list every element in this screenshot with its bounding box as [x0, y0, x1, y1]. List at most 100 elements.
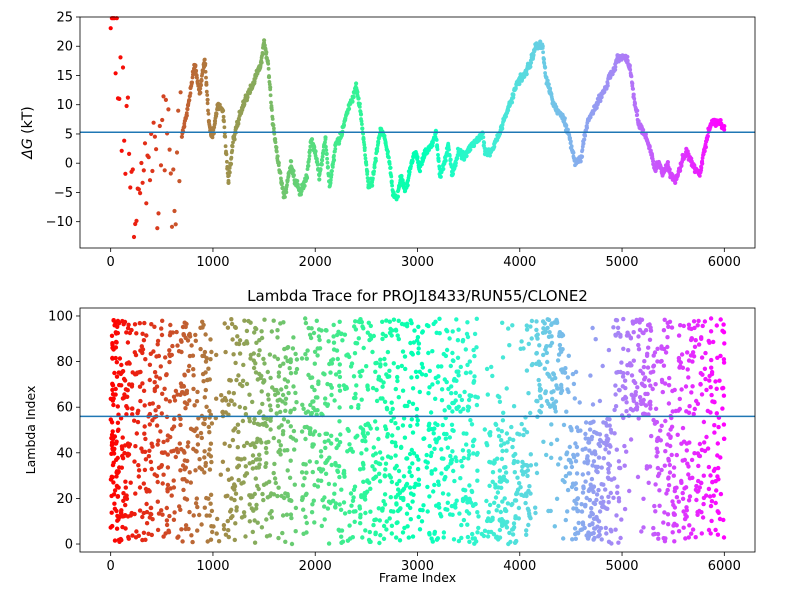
- lambda-point: [556, 462, 561, 467]
- lambda-point: [349, 503, 354, 508]
- lambda-point: [233, 426, 238, 431]
- lambda-point: [191, 367, 196, 372]
- lambda-point: [275, 403, 281, 409]
- lambda-point: [546, 334, 552, 339]
- lambda-point: [352, 519, 357, 524]
- lambda-point: [499, 456, 505, 462]
- lambda-point: [537, 408, 542, 414]
- lambda-point: [709, 518, 714, 524]
- lambda-point: [619, 517, 624, 522]
- lambda-point: [416, 350, 421, 356]
- lambda-point: [194, 496, 199, 501]
- lambda-point: [216, 539, 222, 544]
- lambda-point: [590, 521, 595, 526]
- lambda-point: [155, 527, 161, 533]
- lambda-point: [390, 406, 395, 412]
- delta-g-point: [365, 172, 370, 177]
- lambda-point: [436, 364, 441, 369]
- delta-g-point: [706, 134, 710, 139]
- lambda-point: [232, 537, 237, 543]
- lambda-point: [236, 429, 241, 435]
- lambda-point: [323, 460, 328, 466]
- lambda-point: [178, 416, 183, 422]
- lambda-point: [528, 324, 533, 329]
- lambda-point: [303, 320, 309, 326]
- lambda-point: [377, 518, 382, 523]
- lambda-point: [573, 369, 579, 375]
- lambda-point: [504, 431, 510, 436]
- lambda-point: [427, 368, 432, 374]
- lambda-point: [181, 333, 187, 338]
- delta-g-point: [540, 46, 545, 50]
- lambda-point: [557, 342, 563, 348]
- lambda-point: [648, 406, 653, 411]
- delta-g-point: [581, 141, 586, 146]
- lambda-point: [261, 356, 266, 362]
- lambda-point: [641, 525, 646, 530]
- lambda-point: [342, 471, 347, 476]
- delta-g-point: [580, 148, 585, 152]
- lambda-point: [521, 432, 526, 438]
- lambda-point: [243, 464, 248, 469]
- delta-g-point: [452, 166, 457, 171]
- lambda-point: [466, 449, 471, 454]
- lambda-point: [363, 528, 368, 533]
- lambda-point: [695, 489, 700, 494]
- lambda-point: [618, 334, 623, 339]
- lambda-point: [198, 325, 203, 330]
- lambda-point: [358, 521, 363, 526]
- lambda-point: [219, 393, 224, 398]
- lambda-point: [561, 536, 566, 541]
- lambda-point: [360, 535, 365, 540]
- lambda-point: [201, 353, 207, 358]
- lambda-point: [535, 336, 540, 341]
- lambda-point: [652, 350, 658, 355]
- lambda-point: [138, 398, 143, 404]
- lambda-point: [570, 371, 576, 377]
- lambda-point: [167, 333, 173, 338]
- lambda-point: [537, 343, 542, 348]
- lambda-point: [315, 484, 321, 489]
- lambda-point: [333, 460, 338, 466]
- delta-g-point: [142, 141, 148, 146]
- lambda-point: [526, 341, 531, 347]
- lambda-point: [507, 436, 512, 441]
- lambda-point: [697, 441, 703, 447]
- lambda-point: [659, 467, 664, 473]
- lambda-point: [451, 378, 457, 383]
- lambda-point: [449, 457, 455, 462]
- lambda-point: [450, 400, 455, 406]
- lambda-point: [709, 357, 714, 363]
- lambda-point: [578, 428, 583, 433]
- delta-g-point: [276, 163, 281, 168]
- lambda-point: [315, 353, 320, 358]
- lambda-point: [202, 505, 207, 510]
- lambda-point: [182, 372, 187, 377]
- lambda-point: [510, 527, 515, 532]
- lambda-point: [699, 531, 704, 536]
- lambda-point: [592, 449, 597, 454]
- lambda-point: [141, 530, 147, 535]
- lambda-point: [235, 422, 241, 427]
- lambda-point: [139, 446, 144, 451]
- delta-g-point: [269, 104, 274, 108]
- lambda-point: [187, 470, 192, 475]
- lambda-point: [657, 488, 662, 493]
- lambda-point: [705, 446, 711, 451]
- lambda-point: [236, 463, 242, 468]
- lambda-point: [170, 426, 175, 432]
- lambda-point: [696, 342, 702, 347]
- delta-g-point: [122, 138, 127, 143]
- lambda-point: [267, 352, 273, 357]
- lambda-point: [653, 509, 658, 514]
- lambda-point: [624, 400, 629, 405]
- lambda-point: [432, 446, 437, 451]
- lambda-point: [437, 316, 442, 321]
- lambda-point: [472, 437, 477, 442]
- lambda-point: [587, 448, 592, 453]
- delta-g-point: [401, 180, 406, 185]
- lambda-point: [393, 421, 398, 426]
- lambda-point: [158, 464, 164, 469]
- lambda-point: [165, 482, 171, 488]
- delta-g-point: [317, 177, 322, 182]
